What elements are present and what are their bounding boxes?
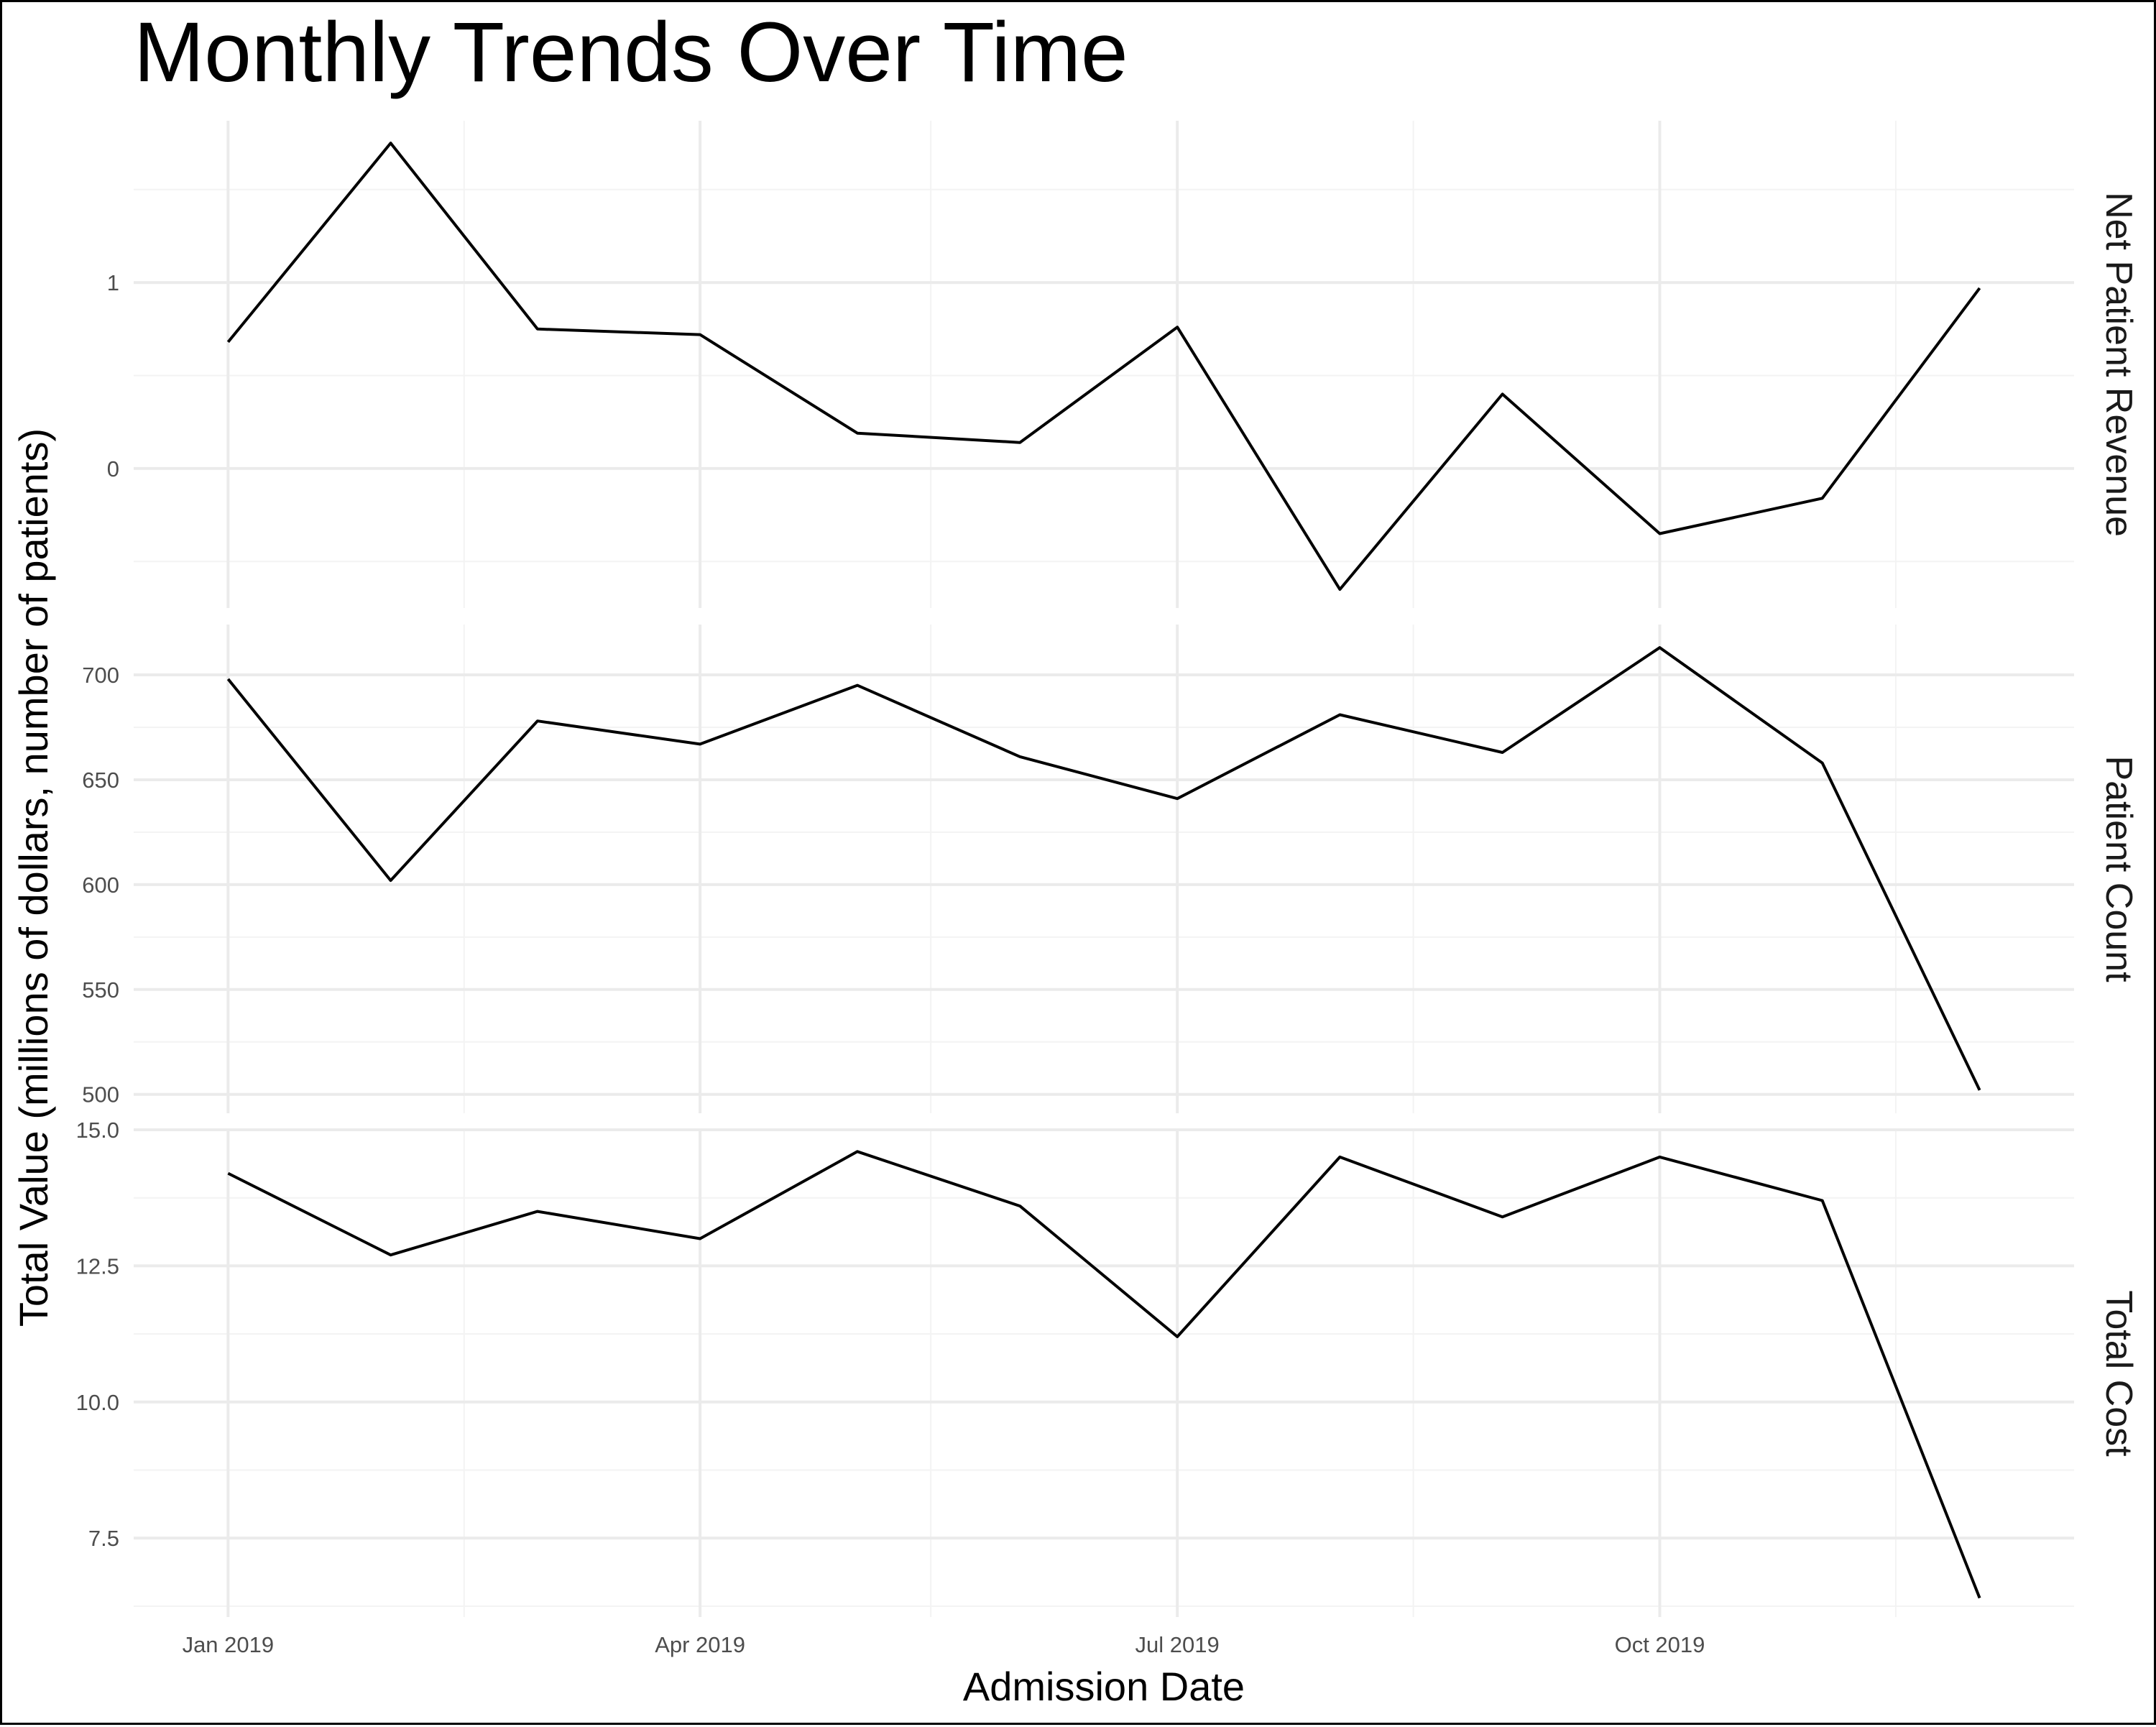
y-tick-label: 7.5: [88, 1526, 119, 1551]
data-point-net-patient-revenue: [1337, 586, 1342, 592]
facet-patient-count: 500 550 600 650 700 Patient Count: [82, 625, 2139, 1113]
facets-layer: 0 1 Net Patient Revenue 500 550 600 650 700 Pati…: [76, 121, 2139, 1617]
x-axis-ticks: Jan 2019 Apr 2019 Jul 2019 Oct 2019: [183, 1632, 1705, 1657]
data-point-patient-count: [1017, 754, 1023, 760]
data-point-patient-count: [1657, 645, 1663, 650]
data-point-patient-count: [1337, 711, 1342, 717]
series-line-patient-count: [226, 646, 1981, 1091]
data-point-net-patient-revenue: [1174, 324, 1180, 330]
data-point-patient-count: [697, 741, 703, 747]
data-point-net-patient-revenue: [697, 332, 703, 338]
y-tick-label: 1: [107, 270, 119, 295]
series-line-total-cost: [227, 1150, 1981, 1599]
data-point-total-cost: [1500, 1214, 1506, 1220]
data-point-patient-count: [388, 878, 394, 883]
y-tick-label: 550: [82, 977, 119, 1003]
data-point-net-patient-revenue: [225, 339, 231, 345]
data-point-total-cost: [1657, 1154, 1663, 1160]
facet-strip-label-patient-count: Patient Count: [2098, 755, 2139, 982]
data-point-patient-count: [854, 683, 860, 689]
data-point-patient-count: [1174, 796, 1180, 801]
data-point-total-cost: [1337, 1154, 1342, 1160]
y-tick-label: 12.5: [76, 1253, 119, 1279]
data-point-total-cost: [854, 1148, 860, 1154]
x-tick-label: Jul 2019: [1135, 1632, 1220, 1657]
data-point-net-patient-revenue: [1820, 495, 1825, 501]
data-point-patient-count: [225, 676, 231, 682]
y-tick-label: 600: [82, 872, 119, 898]
x-tick-label: Apr 2019: [655, 1632, 745, 1657]
data-point-net-patient-revenue: [1500, 391, 1506, 397]
data-point-total-cost: [697, 1236, 703, 1242]
data-point-patient-count: [1500, 750, 1506, 755]
y-tick-label: 15.0: [76, 1118, 119, 1143]
facet-strip-label-net-patient-revenue: Net Patient Revenue: [2098, 192, 2139, 537]
x-tick-label: Oct 2019: [1615, 1632, 1705, 1657]
y-tick-label: 10.0: [76, 1390, 119, 1415]
data-point-total-cost: [1820, 1197, 1825, 1203]
data-point-net-patient-revenue: [1017, 440, 1023, 446]
y-axis-title: Total Value (millions of dollars, number…: [11, 428, 56, 1327]
y-tick-label: 650: [82, 768, 119, 793]
data-point-net-patient-revenue: [1977, 285, 1983, 291]
data-point-net-patient-revenue: [1657, 530, 1663, 536]
data-point-patient-count: [1820, 760, 1825, 766]
x-tick-label: Jan 2019: [183, 1632, 275, 1657]
series-line-net-patient-revenue: [226, 142, 1981, 591]
data-point-patient-count: [535, 718, 540, 724]
data-point-total-cost: [1017, 1203, 1023, 1209]
data-point-net-patient-revenue: [535, 326, 540, 332]
y-tick-label: 500: [82, 1082, 119, 1107]
y-tick-label: 0: [107, 456, 119, 482]
facet-strip-label-total-cost: Total Cost: [2098, 1290, 2139, 1457]
chart-title: Monthly Trends Over Time: [134, 5, 1128, 100]
data-point-net-patient-revenue: [388, 140, 394, 146]
data-point-total-cost: [225, 1171, 231, 1176]
data-point-total-cost: [535, 1209, 540, 1215]
facet-total-cost: 7.5 10.0 12.5 15.0 Total Cost: [76, 1118, 2139, 1617]
data-point-total-cost: [388, 1252, 394, 1258]
data-point-patient-count: [1977, 1087, 1983, 1093]
data-point-total-cost: [1174, 1334, 1180, 1340]
data-point-total-cost: [1977, 1595, 1983, 1601]
facet-net-patient-revenue: 0 1 Net Patient Revenue: [107, 121, 2139, 608]
data-point-net-patient-revenue: [854, 430, 860, 436]
x-axis-title: Admission Date: [963, 1664, 1245, 1709]
y-tick-label: 700: [82, 663, 119, 688]
